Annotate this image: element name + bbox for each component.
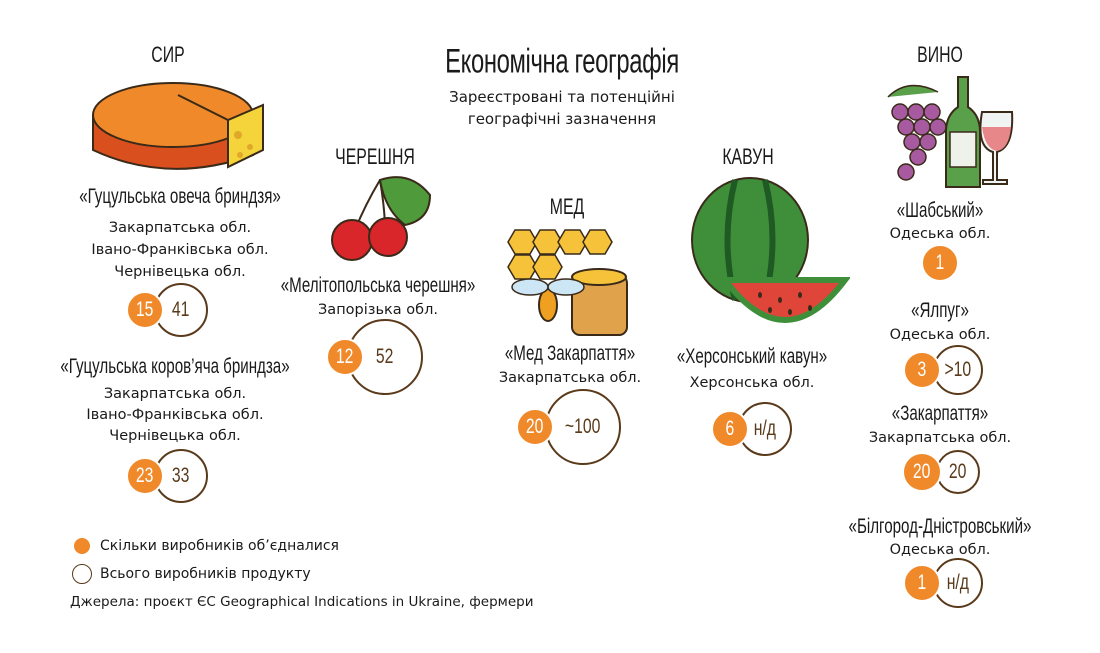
joined-producers: 1: [921, 244, 959, 282]
watermelon-illustration: [691, 177, 850, 323]
joined-producers: 15: [126, 291, 164, 329]
group-label: МЕД: [549, 194, 585, 219]
joined-producers: 3: [903, 351, 941, 389]
product-name: «Білгород-Дністровський»: [848, 515, 1032, 538]
region: Одеська обл.: [889, 226, 991, 242]
wine-illustration: [887, 76, 1014, 188]
region: Івано-Франківська обл.: [86, 407, 264, 423]
product-name: «Шабський»: [896, 199, 984, 222]
region: Одеська обл.: [889, 542, 991, 558]
group-label: ВИНО: [917, 42, 963, 67]
title: Економічна географія: [445, 42, 679, 81]
count: 41: [172, 298, 190, 321]
legend-text: Скільки виробників об’єдналися: [100, 538, 339, 554]
legend-swatch-total: [72, 564, 92, 584]
product-name: «Мелітопольська черешня»: [280, 274, 476, 297]
product-name: «Гуцульська коров’яча бриндза»: [60, 355, 290, 378]
product-name: «Ялпуг»: [911, 299, 969, 322]
count: 20: [949, 460, 967, 483]
total-producers: 20: [936, 450, 980, 494]
count: 15: [136, 298, 154, 321]
count: 6: [725, 417, 735, 440]
count: >10: [944, 358, 972, 381]
joined-producers: 6: [711, 410, 749, 448]
product-name: «Херсонський кавун»: [676, 345, 828, 368]
product-name: «Гуцульська овеча бриндзя»: [79, 185, 281, 208]
source: Джерела: проєкт ЄС Geographical Indicati…: [70, 594, 534, 610]
total-producers: ~100: [545, 389, 621, 465]
joined-producers: 20: [902, 452, 942, 492]
group-label: КАВУН: [722, 144, 774, 169]
region: Закарпатська обл.: [868, 430, 1012, 446]
legend-swatch-joined: [72, 536, 92, 556]
legend-text: Всього виробників продукту: [100, 566, 311, 582]
group-label: ЧЕРЕШНЯ: [335, 144, 415, 169]
joined-producers: 20: [516, 408, 554, 446]
region: Закарпатська обл.: [108, 220, 252, 236]
total-producers: н/д: [738, 402, 792, 456]
region: Закарпатська обл.: [103, 386, 247, 402]
product-name: «Мед Закарпаття»: [504, 342, 636, 365]
joined-producers: 23: [126, 457, 164, 495]
cherry-illustration: [331, 176, 432, 261]
count: ~100: [565, 415, 601, 438]
region: Чернівецька обл.: [109, 428, 241, 444]
region: Одеська обл.: [889, 327, 991, 343]
count: 3: [917, 358, 927, 381]
subtitle: географічні зазначення: [467, 110, 657, 128]
region: Закарпатська обл.: [498, 370, 642, 386]
count: 33: [172, 464, 190, 487]
region: Івано-Франківська обл.: [91, 242, 269, 258]
region: Чернівецька обл.: [114, 264, 246, 280]
joined-producers: 1: [903, 564, 941, 602]
product-name: «Закарпаття»: [891, 402, 989, 425]
count: н/д: [753, 417, 777, 440]
count: 20: [913, 460, 931, 483]
count: н/д: [946, 571, 970, 594]
count: 1: [917, 571, 927, 594]
count: 52: [376, 345, 394, 368]
joined-producers: 12: [326, 338, 364, 376]
cheese-illustration: [92, 82, 264, 170]
count: 1: [935, 251, 945, 274]
count: 23: [136, 464, 154, 487]
count: 20: [526, 415, 544, 438]
count: 12: [336, 345, 354, 368]
region: Запорізька обл.: [318, 302, 438, 318]
group-label: СИР: [151, 42, 185, 67]
region: Херсонська обл.: [689, 375, 815, 391]
subtitle: Зареєстровані та потенційні: [449, 88, 675, 106]
honey-illustration: [507, 229, 628, 336]
